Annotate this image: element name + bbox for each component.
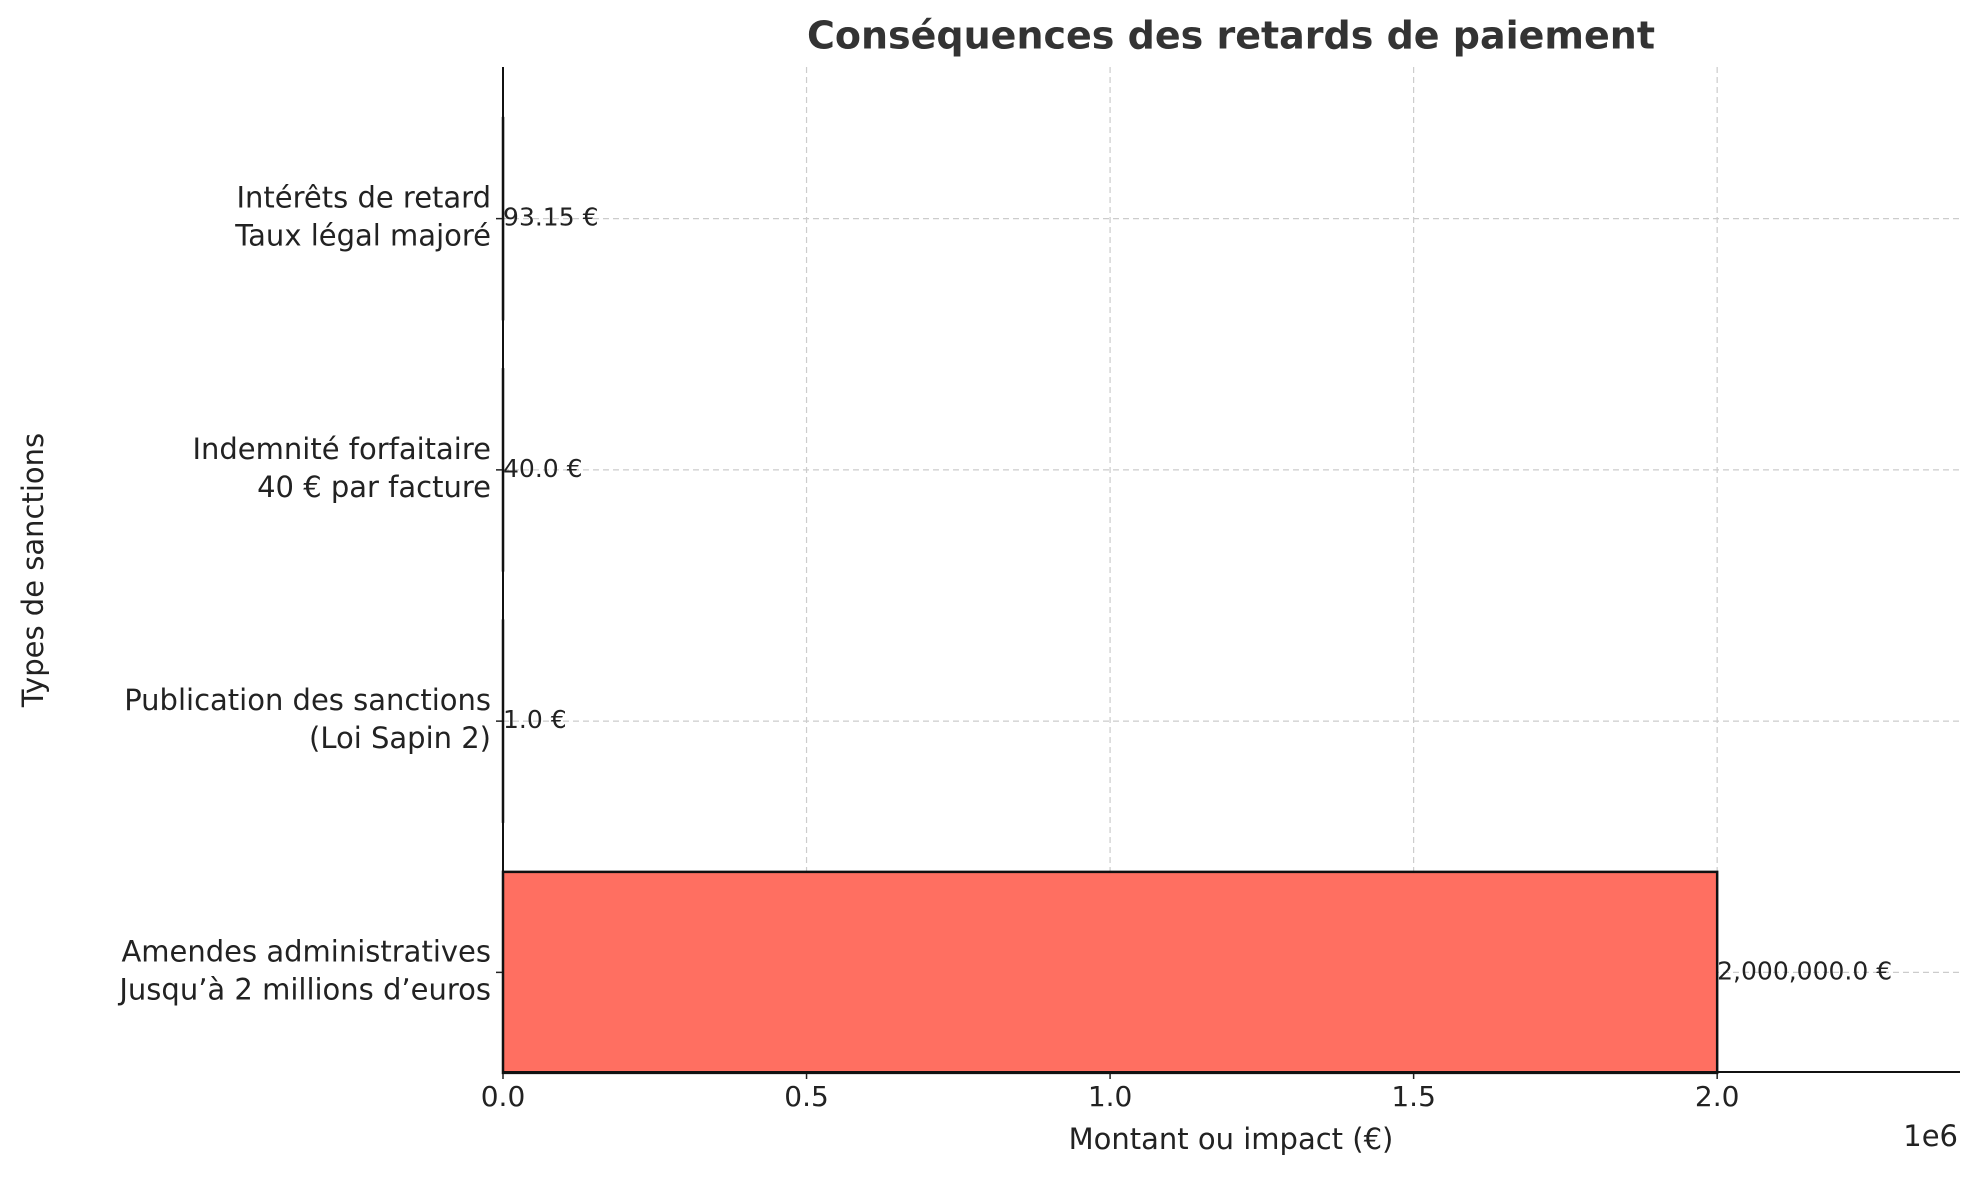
value-label: 40.0 € (503, 454, 583, 483)
value-label: 2,000,000.0 € (1717, 956, 1892, 985)
x-tick-label: 0.0 (481, 1080, 526, 1113)
x-offset-label: 1e6 (1903, 1119, 1958, 1153)
x-tick-label: 1.5 (1391, 1080, 1436, 1113)
chart-title: Conséquences des retards de paiement (807, 14, 1655, 58)
y-tick-label: Publication des sanctions (Loi Sapin 2) (124, 683, 491, 755)
x-tick-label: 0.5 (784, 1080, 829, 1113)
x-tick-label: 1.0 (1088, 1080, 1133, 1113)
x-tick-label: 2.0 (1695, 1080, 1740, 1113)
x-axis-label: Montant ou impact (€) (1069, 1122, 1394, 1156)
value-label: 1.0 € (503, 705, 567, 734)
y-tick-label: Indemnité forfaitaire 40 € par facture (192, 432, 491, 504)
y-tick-label: Intérêts de retard Taux légal majoré (234, 181, 491, 253)
y-tick-label: Amendes administratives Jusqu’à 2 million… (117, 934, 491, 1006)
value-label: 93.15 € (503, 203, 598, 232)
bar (501, 870, 1719, 1075)
y-axis-label: Types de sanctions (16, 433, 50, 708)
